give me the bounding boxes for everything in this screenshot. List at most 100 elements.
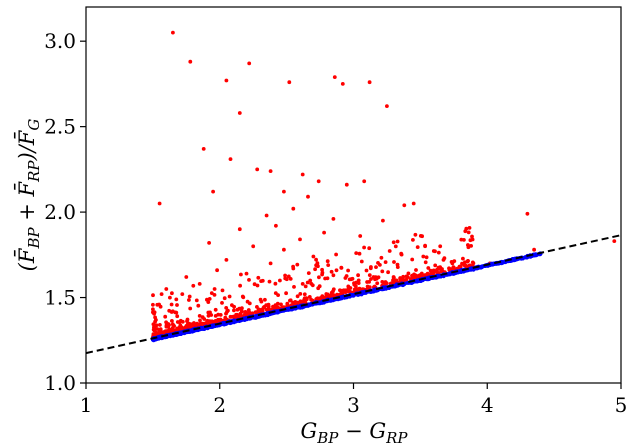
red-point [381,280,386,285]
red-point [320,267,324,272]
red-point [220,288,225,293]
red-point [468,238,473,243]
red-point [172,328,177,333]
red-point [245,299,250,304]
red-point [215,268,220,273]
red-point [398,276,403,281]
red-point [467,226,472,230]
red-point [470,234,474,239]
y-axis-ticks: 1.0 1.5 2.0 2.5 3.0 [44,29,86,395]
red-point [402,278,406,283]
red-point [411,201,416,206]
red-point [367,246,372,251]
blue-point [265,311,269,315]
red-point [197,314,202,318]
red-point [425,271,430,276]
red-point [319,296,323,300]
red-point [421,254,426,259]
red-point [240,294,245,299]
red-point [273,291,278,295]
red-point [212,287,217,291]
red-point [274,223,278,228]
red-point [410,257,415,262]
red-point [188,306,193,311]
red-point [452,259,457,263]
blue-point [211,323,215,328]
red-point [195,321,200,326]
red-point [239,272,243,277]
red-point [197,282,202,286]
red-point [213,314,218,318]
blue-point [362,291,367,295]
red-point [395,265,400,269]
red-point [167,308,172,313]
red-point [331,273,336,278]
blue-point [171,333,175,338]
red-point [364,268,369,273]
red-point [266,302,271,307]
x-axis-ticks: 1 2 3 4 5 [80,383,628,417]
red-point [152,311,157,316]
red-point [371,275,376,279]
red-point [244,271,249,276]
red-point [367,280,371,284]
red-point [458,265,463,269]
red-point [352,281,356,285]
red-point [436,265,441,270]
red-point [334,268,339,273]
red-point [151,293,155,298]
red-point [234,312,239,317]
red-point [423,260,428,265]
red-point [404,274,409,279]
red-point [292,285,296,289]
red-point [187,298,191,302]
red-point [192,321,196,325]
red-point [212,320,217,324]
red-point [256,275,261,280]
red-point [206,310,211,315]
blue-point [233,319,238,324]
red-point [466,259,470,263]
red-point [306,194,310,199]
red-point [153,315,158,320]
red-point [460,261,464,266]
red-point [298,292,303,296]
red-point [417,274,422,279]
blue-point [274,310,279,314]
red-point [442,256,447,261]
y-tick-label: 3.0 [44,29,76,53]
red-point [291,266,296,271]
red-point [209,291,214,295]
red-point [438,244,443,249]
red-point [414,268,418,272]
red-point [158,323,162,327]
red-point [259,279,263,283]
red-point [209,313,214,317]
red-point [154,323,159,328]
blue-point [457,269,462,274]
red-point [196,303,201,308]
red-point [191,283,196,288]
red-point [174,297,179,302]
red-point [325,259,330,264]
red-point [376,275,381,280]
red-point [202,317,207,321]
red-point [332,75,337,79]
red-point [172,324,177,328]
red-point [411,238,415,242]
red-point [374,265,378,269]
red-point [194,298,199,303]
red-point [367,285,372,289]
red-point [436,250,441,255]
red-point [157,302,162,307]
red-point [295,294,300,299]
red-point [346,268,350,273]
red-point [168,295,172,300]
red-point [466,245,471,250]
red-point [343,276,348,280]
red-point [334,252,338,257]
red-point [155,327,160,331]
x-tick-label: 5 [615,393,628,417]
red-point [344,182,349,187]
red-point [331,287,336,292]
